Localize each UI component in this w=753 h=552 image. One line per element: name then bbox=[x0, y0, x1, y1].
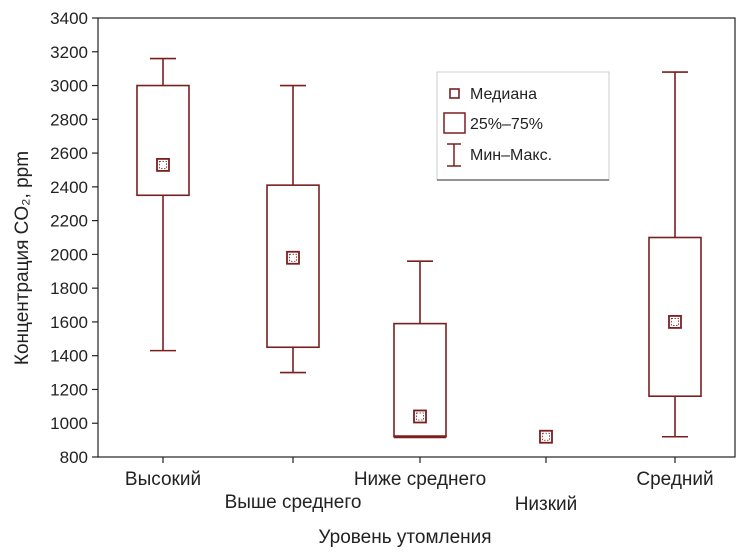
median-marker bbox=[413, 409, 427, 424]
y-tick-label: 3200 bbox=[50, 43, 88, 62]
y-axis-title: Концентрация CO₂, ppm bbox=[12, 151, 33, 365]
y-tick-label: 1200 bbox=[50, 380, 88, 399]
legend-range-label: Мин–Макс. bbox=[470, 147, 552, 164]
box-5 bbox=[648, 71, 702, 438]
box-2 bbox=[266, 84, 320, 374]
y-tick-label: 2800 bbox=[50, 110, 88, 129]
median-marker-inner bbox=[289, 253, 297, 262]
median-marker bbox=[156, 157, 170, 172]
box-4 bbox=[539, 429, 553, 444]
legend-iqr-marker bbox=[443, 112, 466, 134]
y-tick-label: 1600 bbox=[50, 313, 88, 332]
x-axis-title: Уровень утомления bbox=[318, 527, 491, 548]
x-category-label: Ниже среднего bbox=[354, 469, 486, 490]
median-marker-inner bbox=[671, 318, 679, 326]
y-tick-label: 3400 bbox=[50, 9, 88, 28]
legend-median-marker bbox=[449, 88, 460, 99]
box-series bbox=[136, 57, 702, 444]
y-axis: 800 1000 1200 1400 1600 1800 2000 2200 2400 2600 2… bbox=[50, 9, 98, 467]
box-1 bbox=[136, 57, 190, 352]
iqr-box bbox=[136, 84, 190, 197]
y-tick-label: 2600 bbox=[50, 144, 88, 163]
x-category-label: Низкий bbox=[515, 494, 578, 515]
median-marker bbox=[286, 250, 300, 265]
median-marker-inner bbox=[159, 160, 167, 169]
legend: Медиана 25%–75% Мин–Макс. bbox=[436, 71, 610, 181]
legend-range-marker bbox=[447, 143, 461, 167]
y-tick-label: 2400 bbox=[50, 178, 88, 197]
box-3 bbox=[393, 260, 447, 439]
legend-iqr-label: 25%–75% bbox=[470, 116, 543, 133]
plot-frame bbox=[97, 17, 736, 458]
x-category-label: Выше среднего bbox=[225, 492, 362, 513]
y-tick-label: 2200 bbox=[50, 212, 88, 231]
median-marker bbox=[539, 429, 553, 444]
median-marker-inner bbox=[416, 412, 424, 421]
x-category-label: Высокий bbox=[125, 469, 201, 490]
x-category-label: Средний bbox=[636, 469, 713, 490]
plot-area bbox=[97, 17, 736, 458]
legend-median-label: Медиана bbox=[470, 86, 537, 103]
y-tick-label: 2000 bbox=[50, 245, 88, 264]
iqr-box bbox=[266, 184, 320, 349]
y-tick-label: 1400 bbox=[50, 347, 88, 366]
y-tick-label: 3000 bbox=[50, 77, 88, 96]
median-marker-inner bbox=[542, 432, 550, 441]
y-tick-label: 1000 bbox=[50, 414, 88, 433]
y-tick-label: 800 bbox=[60, 448, 88, 467]
median-marker bbox=[668, 315, 682, 329]
y-tick-label: 1800 bbox=[50, 279, 88, 298]
